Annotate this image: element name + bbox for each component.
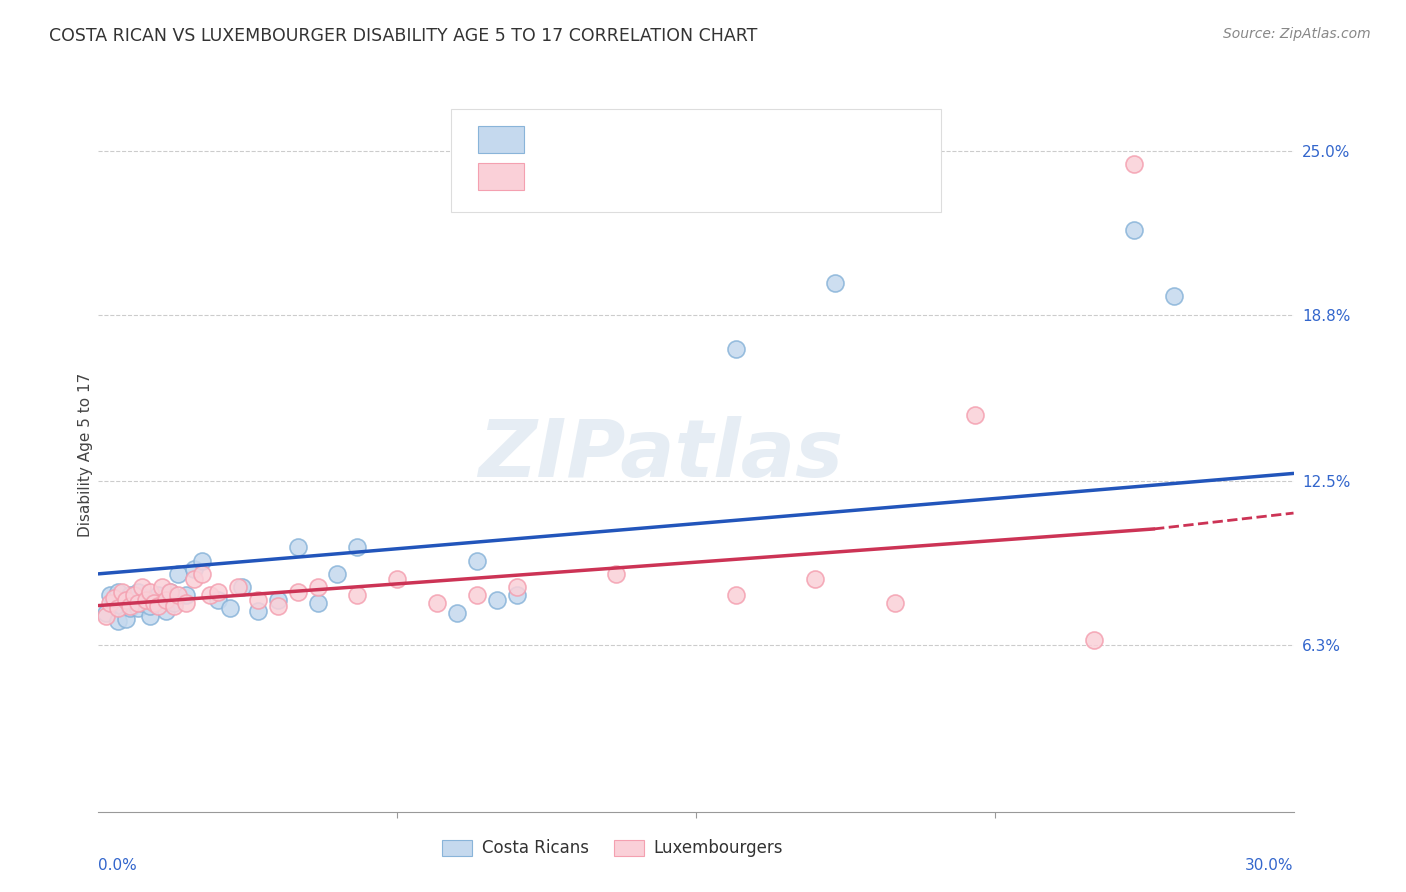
Point (191, 554, 214, 568)
Text: R = 0.184: R = 0.184 (546, 168, 628, 186)
Point (1123, 223, 1146, 237)
Point (127, 596, 149, 610)
Point (148, 588, 170, 602)
Point (96, 609, 118, 624)
Point (804, 572, 827, 586)
Point (124, 588, 146, 602)
Point (183, 572, 205, 586)
Point (307, 596, 329, 610)
Point (135, 593, 157, 607)
Point (287, 541, 309, 555)
Point (150, 596, 173, 610)
Point (111, 585, 134, 599)
Point (115, 593, 138, 607)
Point (465, 554, 488, 568)
Point (135, 591, 157, 605)
Point (346, 541, 368, 555)
Point (246, 593, 269, 607)
Point (1163, 289, 1185, 303)
Point (120, 599, 142, 613)
Point (120, 601, 142, 615)
Point (139, 599, 162, 613)
Point (143, 593, 166, 607)
FancyBboxPatch shape (478, 163, 524, 190)
Point (107, 585, 129, 599)
Text: ZIPatlas: ZIPatlas (478, 416, 842, 494)
Text: N = 44: N = 44 (718, 130, 782, 148)
Point (139, 585, 162, 599)
Point (307, 580, 329, 594)
Point (506, 588, 529, 602)
Point (107, 601, 129, 615)
Point (385, 572, 409, 586)
Point (103, 596, 125, 610)
Y-axis label: Disability Age 5 to 17: Disability Age 5 to 17 (77, 373, 93, 537)
Text: 0.0%: 0.0% (98, 858, 138, 873)
Point (115, 612, 138, 626)
Point (191, 566, 214, 581)
Point (174, 596, 197, 610)
Point (167, 588, 190, 602)
Text: COSTA RICAN VS LUXEMBOURGER DISABILITY AGE 5 TO 17 CORRELATION CHART: COSTA RICAN VS LUXEMBOURGER DISABILITY A… (49, 27, 758, 45)
Point (131, 596, 153, 610)
Point (219, 601, 242, 615)
Point (485, 593, 508, 607)
Point (167, 566, 190, 581)
Point (963, 409, 986, 423)
Point (183, 561, 205, 575)
Point (346, 588, 368, 602)
Point (824, 276, 846, 290)
Point (111, 599, 134, 613)
Point (267, 593, 290, 607)
Point (174, 588, 197, 602)
Point (148, 599, 170, 613)
Point (246, 604, 269, 618)
Point (163, 599, 186, 613)
Point (1123, 157, 1146, 171)
Point (465, 588, 488, 602)
Point (506, 580, 529, 594)
Point (267, 599, 290, 613)
Point (326, 566, 349, 581)
FancyBboxPatch shape (451, 109, 941, 212)
Point (127, 601, 149, 615)
Point (159, 585, 181, 599)
Point (287, 585, 309, 599)
Point (100, 596, 122, 610)
Text: N = 41: N = 41 (718, 168, 782, 186)
Point (96, 607, 118, 621)
Point (100, 588, 122, 602)
Point (1083, 632, 1105, 647)
Point (115, 593, 138, 607)
Point (150, 580, 173, 594)
Point (724, 588, 747, 602)
Point (103, 591, 125, 605)
Point (605, 566, 627, 581)
Point (155, 593, 177, 607)
Point (198, 588, 221, 602)
FancyBboxPatch shape (478, 126, 524, 153)
Text: Source: ZipAtlas.com: Source: ZipAtlas.com (1223, 27, 1371, 41)
Point (107, 615, 129, 629)
Point (139, 609, 162, 624)
Text: 30.0%: 30.0% (1246, 858, 1294, 873)
Point (426, 596, 449, 610)
Text: R = 0.183: R = 0.183 (546, 130, 628, 148)
Point (159, 585, 181, 599)
Point (155, 604, 177, 618)
Point (207, 585, 229, 599)
Point (724, 342, 747, 356)
Point (127, 585, 149, 599)
Point (120, 588, 142, 602)
Point (207, 593, 229, 607)
Point (124, 593, 146, 607)
Point (226, 580, 249, 594)
Point (131, 580, 153, 594)
Point (884, 596, 907, 610)
Legend: Costa Ricans, Luxembourgers: Costa Ricans, Luxembourgers (434, 833, 790, 864)
Point (163, 596, 186, 610)
Point (446, 607, 468, 621)
Point (143, 596, 166, 610)
Point (231, 580, 253, 594)
